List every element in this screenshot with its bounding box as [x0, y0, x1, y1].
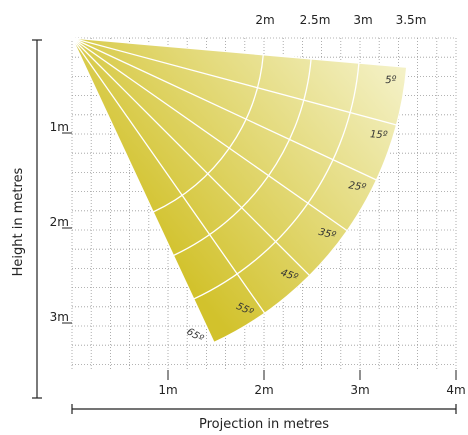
top-label-3m: 3m: [353, 13, 372, 27]
angle-label-35: 35º: [317, 227, 337, 242]
top-label-2m: 2m: [255, 13, 274, 27]
angle-label-25: 25º: [348, 180, 367, 194]
distance-arc-3: [213, 67, 408, 344]
light-beam-cone: [72, 38, 407, 343]
projection-ticks: 1m 2m 3m 4m: [158, 370, 466, 397]
projection-label-3m: 3m: [350, 383, 369, 397]
top-distance-labels: 2m 2.5m 3m 3.5m: [255, 13, 426, 27]
angle-label-5: 5º: [385, 75, 397, 86]
height-ticks: 1m 2m 3m: [50, 120, 72, 324]
distance-arc-1: [173, 58, 312, 257]
projection-label-2m: 2m: [254, 383, 273, 397]
top-label-3-5m: 3.5m: [396, 13, 427, 27]
angle-label-65: 65º: [185, 326, 206, 345]
distance-arcs: [152, 54, 408, 344]
beam-ray-45: [71, 37, 311, 277]
projection-label-4m: 4m: [446, 383, 465, 397]
top-label-2-5m: 2.5m: [300, 13, 331, 27]
height-axis: Height in metres 1m 2m 3m: [11, 39, 72, 399]
beam-ray-35: [71, 37, 348, 232]
beam-angle-rays: [71, 37, 407, 343]
distance-arc-2: [193, 63, 360, 300]
beam-ray-25: [71, 37, 377, 181]
projection-axis: 1m 2m 3m 4m Projection in metres: [71, 370, 466, 432]
distance-arc-0: [152, 54, 264, 213]
beam-ray-15: [71, 37, 397, 126]
projection-axis-title: Projection in metres: [199, 417, 329, 432]
beam-ray-55: [71, 37, 266, 314]
height-label-3m: 3m: [50, 310, 69, 324]
beam-ray-5: [71, 37, 407, 68]
angle-label-15: 15º: [370, 129, 388, 141]
height-label-1m: 1m: [50, 120, 69, 134]
height-label-2m: 2m: [50, 215, 69, 229]
projection-label-1m: 1m: [158, 383, 177, 397]
beam-ray-65: [71, 37, 215, 343]
height-axis-title: Height in metres: [11, 167, 26, 276]
